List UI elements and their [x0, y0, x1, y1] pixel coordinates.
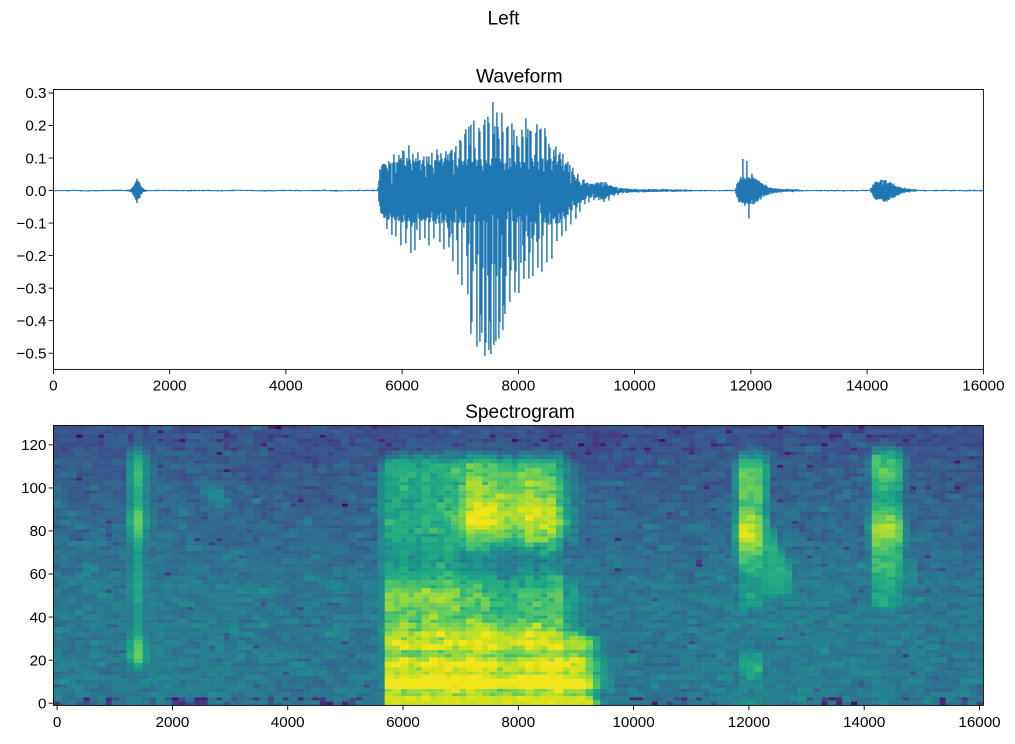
svg-text:20: 20 [30, 652, 47, 669]
svg-text:8000: 8000 [502, 378, 536, 395]
svg-text:120: 120 [21, 437, 46, 454]
svg-text:Left: Left [487, 9, 520, 30]
svg-text:8000: 8000 [501, 714, 535, 731]
svg-text:100: 100 [21, 480, 46, 497]
svg-text:0: 0 [53, 714, 61, 731]
svg-text:−0.1: −0.1 [17, 215, 47, 232]
svg-text:Spectrogram: Spectrogram [465, 402, 575, 423]
svg-text:2000: 2000 [153, 378, 187, 395]
svg-text:12000: 12000 [730, 378, 772, 395]
svg-text:Waveform: Waveform [476, 67, 563, 88]
svg-text:0.0: 0.0 [25, 183, 46, 200]
svg-text:0: 0 [38, 695, 46, 712]
svg-text:0.3: 0.3 [25, 85, 46, 102]
svg-text:4000: 4000 [269, 378, 303, 395]
svg-text:16000: 16000 [958, 714, 1000, 731]
svg-text:4000: 4000 [271, 714, 305, 731]
svg-text:60: 60 [30, 566, 47, 583]
svg-text:0.1: 0.1 [25, 150, 46, 167]
svg-text:−0.3: −0.3 [17, 280, 47, 297]
svg-text:80: 80 [30, 523, 47, 540]
svg-text:6000: 6000 [386, 714, 420, 731]
svg-text:12000: 12000 [728, 714, 770, 731]
svg-text:0.2: 0.2 [25, 118, 46, 135]
svg-text:−0.4: −0.4 [17, 313, 47, 330]
svg-text:−0.5: −0.5 [17, 345, 47, 362]
svg-text:2000: 2000 [156, 714, 190, 731]
svg-text:14000: 14000 [846, 378, 888, 395]
svg-text:14000: 14000 [843, 714, 885, 731]
svg-text:0: 0 [49, 378, 57, 395]
svg-text:−0.2: −0.2 [17, 248, 47, 265]
svg-text:10000: 10000 [612, 714, 654, 731]
svg-text:16000: 16000 [962, 378, 1004, 395]
svg-text:6000: 6000 [385, 378, 419, 395]
svg-text:40: 40 [30, 609, 47, 626]
svg-text:10000: 10000 [613, 378, 655, 395]
